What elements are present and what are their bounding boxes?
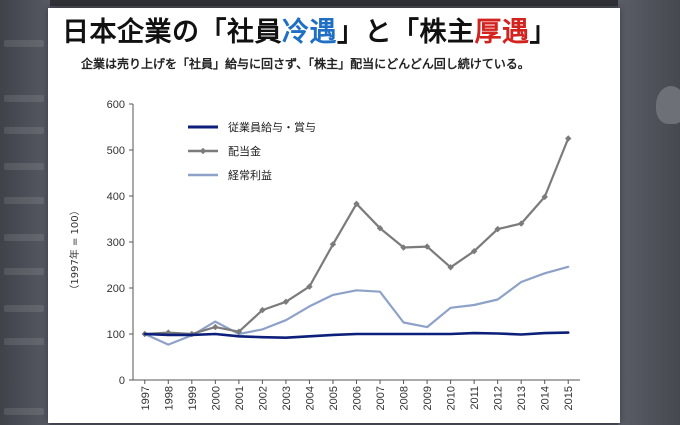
title-highlight-red: 厚遇 bbox=[474, 17, 530, 48]
window-top-strip bbox=[0, 0, 680, 6]
chart-series bbox=[141, 135, 572, 346]
title-highlight-blue: 冷遇 bbox=[282, 17, 337, 48]
data-point-marker bbox=[423, 243, 431, 250]
data-point-marker bbox=[565, 135, 572, 142]
data-point-marker bbox=[259, 306, 266, 314]
x-tick-label: 2002 bbox=[257, 386, 269, 410]
data-point-marker bbox=[353, 200, 360, 208]
x-tick-label: 2014 bbox=[540, 386, 552, 410]
faded-sidebar-line bbox=[4, 234, 44, 241]
background-sidebar bbox=[0, 0, 50, 425]
y-tick-label: 0 bbox=[119, 375, 125, 387]
x-tick-label: 2008 bbox=[399, 386, 411, 410]
x-tick-label: 2003 bbox=[281, 386, 293, 410]
data-point-marker bbox=[470, 248, 478, 255]
data-point-marker bbox=[517, 220, 525, 227]
legend-marker bbox=[199, 147, 207, 155]
x-tick-label: 1998 bbox=[163, 386, 175, 410]
y-tick-label: 500 bbox=[107, 145, 125, 157]
data-point-marker bbox=[400, 244, 407, 251]
x-tick-label: 2015 bbox=[563, 386, 575, 410]
x-tick-label: 2004 bbox=[304, 386, 316, 410]
series-line-3 bbox=[143, 265, 570, 346]
faded-sidebar-line bbox=[4, 163, 44, 170]
faded-sidebar-line bbox=[4, 305, 44, 312]
y-tick-label: 300 bbox=[107, 237, 125, 249]
data-point-marker bbox=[329, 241, 337, 248]
x-tick-label: 2005 bbox=[328, 386, 340, 410]
y-tick-label: 400 bbox=[107, 191, 125, 203]
y-tick-label: 600 bbox=[107, 99, 125, 111]
title-part2: 」と「株主 bbox=[337, 17, 475, 48]
x-tick-label: 2011 bbox=[469, 386, 481, 410]
x-tick-label: 2000 bbox=[210, 386, 222, 410]
faded-sidebar-line bbox=[4, 408, 44, 415]
y-axis-label: （1997年 = 100） bbox=[68, 205, 81, 294]
y-tick-label: 100 bbox=[107, 329, 125, 341]
x-tick-label: 2013 bbox=[516, 386, 528, 410]
legend-label-2: 配当金 bbox=[228, 144, 261, 158]
slide-card: 日本企業の「社員冷遇」と「株主厚遇」 企業は売り上げを「社員」給与に回さず、「株… bbox=[48, 8, 620, 423]
data-point-marker bbox=[376, 225, 384, 232]
faded-sidebar-line bbox=[4, 40, 44, 47]
x-tick-label: 2007 bbox=[375, 386, 387, 410]
series-line-1 bbox=[143, 331, 570, 340]
data-point-marker bbox=[212, 323, 219, 331]
y-tick-label: 200 bbox=[107, 283, 125, 295]
x-tick-label: 2001 bbox=[234, 386, 246, 410]
chart-axes: 0 100 200 300 400 500 600 1997 1998 1999 2000 2001 2… bbox=[68, 99, 580, 410]
x-tick-label: 2009 bbox=[422, 386, 434, 410]
data-point-marker bbox=[494, 225, 501, 233]
faded-sidebar-line bbox=[4, 268, 44, 275]
faded-sidebar-line bbox=[4, 197, 44, 204]
background-avatar bbox=[656, 86, 680, 124]
faded-sidebar-line bbox=[4, 127, 44, 134]
legend-label-3: 経常利益 bbox=[228, 168, 272, 182]
legend-label-1: 従業員給与・賞与 bbox=[228, 120, 316, 134]
x-tick-label: 2010 bbox=[446, 386, 458, 410]
data-point-marker bbox=[447, 264, 454, 271]
background-right-panel bbox=[618, 0, 680, 425]
data-point-marker bbox=[306, 283, 313, 290]
faded-sidebar-line bbox=[4, 95, 44, 102]
x-tick-label: 2006 bbox=[352, 386, 364, 410]
line-chart: 0 100 200 300 400 500 600 1997 1998 1999 2000 2001 2… bbox=[68, 99, 580, 410]
series-line-2 bbox=[143, 137, 570, 336]
x-tick-label: 1997 bbox=[140, 386, 152, 410]
x-tick-label: 2012 bbox=[493, 386, 505, 410]
title-part1: 日本企業の「社員 bbox=[62, 17, 282, 48]
data-point-marker bbox=[235, 328, 243, 335]
x-tick-label: 1999 bbox=[187, 386, 199, 410]
slide-subtitle: 企業は売り上げを「社員」給与に回さず、「株主」配当にどんどん回し続けている。 bbox=[81, 57, 530, 71]
faded-sidebar-line bbox=[4, 338, 44, 345]
title-part3: 」 bbox=[529, 17, 557, 48]
slide-title: 日本企業の「社員冷遇」と「株主厚遇」 bbox=[62, 10, 622, 49]
